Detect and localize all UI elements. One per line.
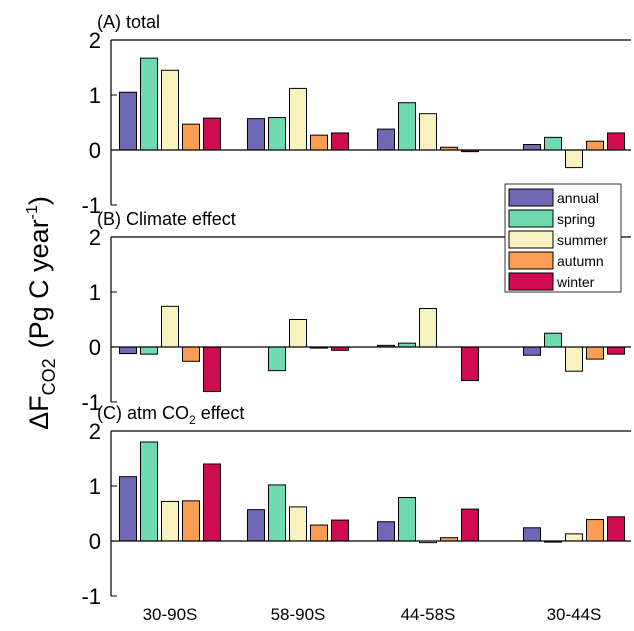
bar-spring-44-58S	[398, 497, 416, 542]
y-tick-label: -1	[81, 584, 101, 609]
bar-summer-30-44S	[565, 346, 583, 372]
legend-label-spring: spring	[557, 211, 595, 227]
bar-summer-44-58S	[419, 113, 437, 151]
bar-winter-44-58S	[461, 508, 479, 542]
bar-annual-30-44S	[523, 346, 541, 356]
bar-annual-30-90S	[119, 476, 137, 542]
x-tick-label: 30-44S	[547, 605, 602, 624]
y-axis-label-unit-end: )	[24, 196, 54, 205]
y-tick-label: -1	[81, 390, 101, 415]
bar-spring-58-90S	[268, 484, 286, 542]
legend-swatch-annual	[508, 188, 554, 207]
bar-annual-44-58S	[377, 128, 395, 151]
bar-summer-30-90S	[161, 500, 179, 542]
panel-3: 2 1 0 -1 (C) atm CO2 effect	[81, 403, 631, 609]
y-tick-label: 2	[89, 419, 101, 444]
y-tick-label: 0	[89, 138, 101, 163]
bar-summer-30-44S	[565, 533, 583, 542]
legend-swatch-winter	[508, 272, 554, 291]
x-tick-label: 30-90S	[143, 605, 198, 624]
legend-swatch-spring	[508, 209, 554, 228]
bar-annual-58-90S	[247, 509, 265, 542]
bar-winter-58-90S	[331, 132, 349, 151]
bar-autumn-58-90S	[310, 134, 328, 151]
y-tick-label: 1	[89, 280, 101, 305]
bar-autumn-30-90S	[182, 123, 200, 151]
panel-title-subscript: 2	[189, 413, 196, 427]
bar-spring-58-90S	[268, 117, 286, 151]
panel-title-text: (A) total	[97, 12, 160, 32]
bar-winter-30-90S	[203, 346, 221, 393]
bar-annual-30-44S	[523, 144, 541, 151]
bar-spring-44-58S	[398, 102, 416, 151]
panel-1: 2 1 0 -1 (A) total	[81, 12, 631, 218]
bar-winter-44-58S	[461, 346, 479, 382]
bar-summer-58-90S	[289, 506, 307, 542]
bar-winter-58-90S	[331, 519, 349, 542]
panel-title-text: (C) atm CO	[97, 403, 189, 423]
y-axis-label-symbol: ΔF	[24, 395, 54, 430]
legend-swatch-autumn	[508, 251, 554, 270]
bar-annual-30-90S	[119, 346, 137, 355]
bar-winter-30-44S	[607, 132, 625, 151]
bar-spring-30-90S	[140, 57, 158, 151]
legend: annual spring summer autumn winter	[504, 183, 622, 293]
y-tick-label: -1	[81, 193, 101, 218]
bar-summer-44-58S	[419, 308, 437, 348]
legend-label-annual: annual	[557, 190, 599, 206]
bar-summer-58-90S	[289, 87, 307, 151]
bar-winter-30-44S	[607, 346, 625, 355]
bar-annual-30-90S	[119, 91, 137, 151]
bar-autumn-30-44S	[586, 140, 604, 151]
y-tick-label: 1	[89, 474, 101, 499]
legend-label-summer: summer	[557, 232, 608, 248]
legend-label-autumn: autumn	[557, 253, 604, 269]
x-axis-categories: 30-90S 58-90S 44-58S 30-44S	[143, 605, 602, 624]
bar-winter-30-90S	[203, 117, 221, 151]
x-tick-label: 44-58S	[401, 605, 456, 624]
x-tick-label: 58-90S	[271, 605, 326, 624]
bar-autumn-58-90S	[310, 524, 328, 542]
panel-title: (C) atm CO2 effect	[97, 403, 244, 427]
bar-autumn-30-44S	[586, 346, 604, 360]
bar-winter-30-44S	[607, 516, 625, 542]
bar-spring-30-90S	[140, 346, 158, 355]
bar-annual-44-58S	[377, 521, 395, 542]
bar-spring-30-44S	[544, 136, 562, 151]
bar-spring-30-44S	[544, 332, 562, 348]
y-tick-label: 1	[89, 83, 101, 108]
bar-annual-58-90S	[247, 118, 265, 151]
panel-title-text: (B) Climate effect	[97, 209, 236, 229]
bar-summer-30-44S	[565, 149, 583, 169]
bar-summer-30-90S	[161, 305, 179, 348]
panel-title: (B) Climate effect	[97, 209, 236, 229]
y-axis-label-unit-superscript: -1	[24, 205, 41, 219]
y-axis-label-group: ΔFCO2 (Pg C year-1)	[24, 196, 59, 430]
bar-autumn-30-90S	[182, 500, 200, 542]
panel-title-end: effect	[196, 403, 245, 423]
bar-summer-58-90S	[289, 319, 307, 348]
bar-winter-30-90S	[203, 463, 221, 542]
y-axis-label-unit: (Pg C year	[24, 219, 54, 348]
legend-swatch-summer	[508, 230, 554, 249]
y-tick-label: 0	[89, 529, 101, 554]
bar-annual-30-44S	[523, 527, 541, 542]
y-tick-label: 2	[89, 225, 101, 250]
y-tick-label: 2	[89, 28, 101, 53]
y-tick-label: 0	[89, 335, 101, 360]
y-axis-label: ΔFCO2 (Pg C year-1)	[24, 196, 59, 430]
panel-title: (A) total	[97, 12, 160, 32]
bar-spring-58-90S	[268, 346, 286, 372]
legend-label-winter: winter	[556, 274, 595, 290]
y-axis-label-subscript: CO2	[39, 358, 59, 395]
bar-summer-30-90S	[161, 69, 179, 151]
bar-autumn-30-44S	[586, 519, 604, 542]
bar-autumn-30-90S	[182, 346, 200, 362]
panel-2: 2 1 0 -1 (B) Climate effect	[81, 209, 631, 415]
bar-spring-30-90S	[140, 441, 158, 542]
